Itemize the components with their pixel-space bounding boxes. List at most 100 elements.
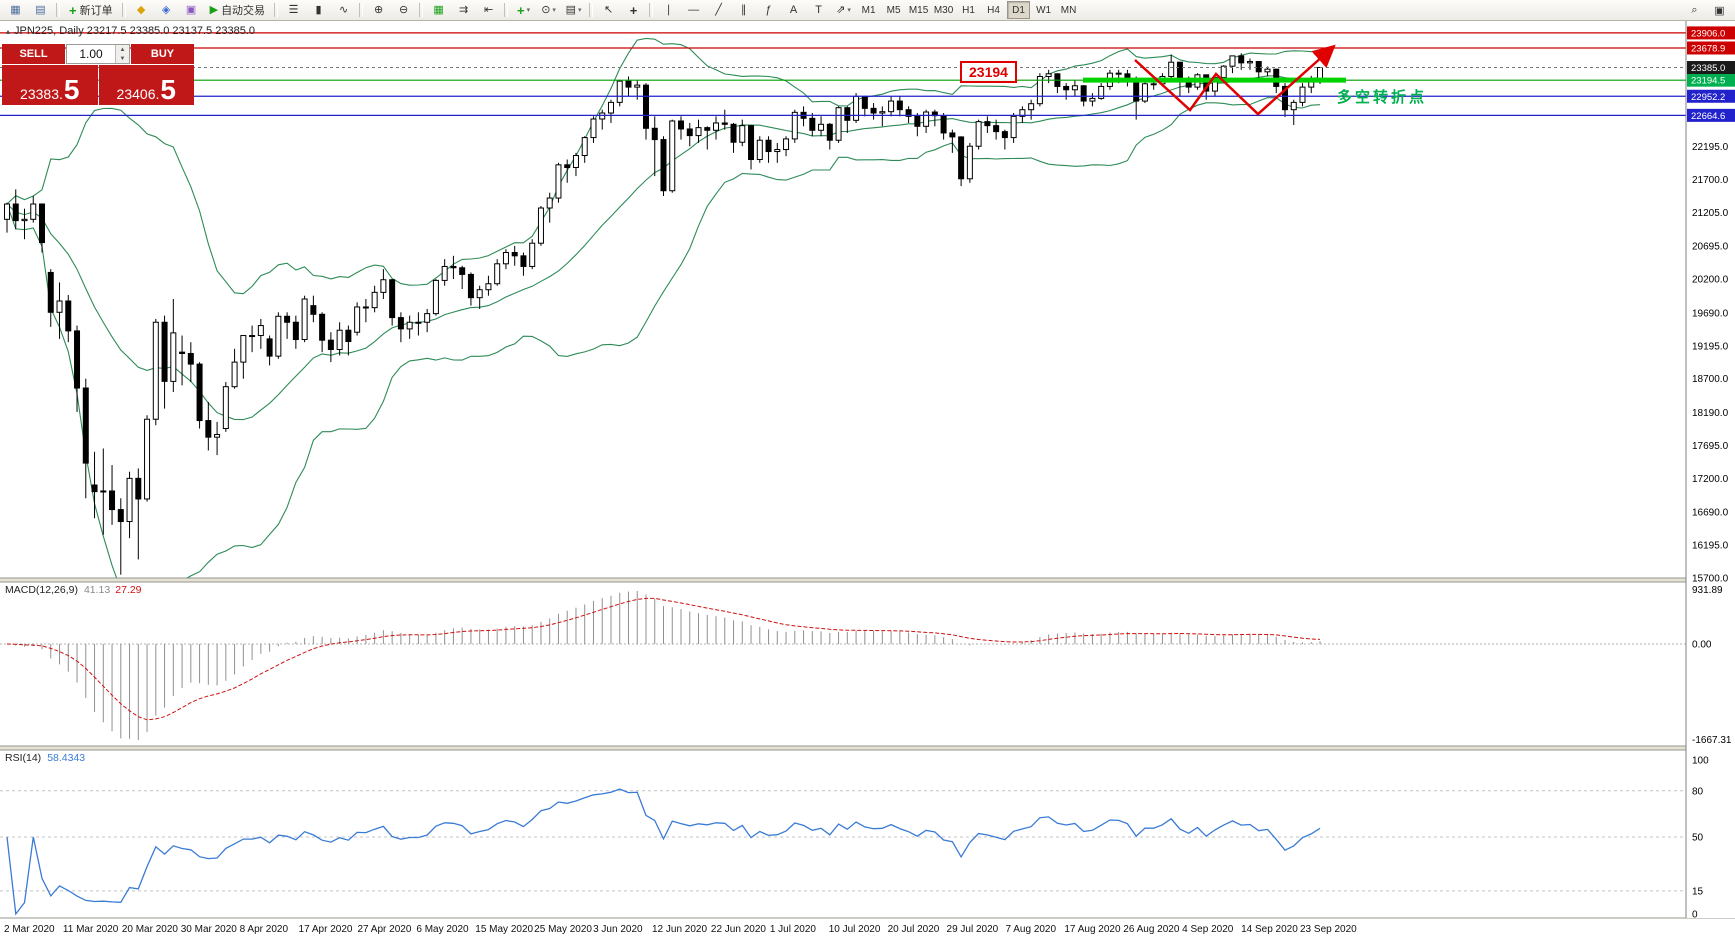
svg-text:8 Apr 2020: 8 Apr 2020 — [240, 924, 289, 935]
zoom-out-icon[interactable]: ⊖ — [398, 3, 409, 16]
timeframe-m1-button[interactable]: M1 — [861, 4, 876, 16]
svg-text:16690.0: 16690.0 — [1692, 508, 1729, 519]
svg-text:-1667.31: -1667.31 — [1692, 735, 1732, 746]
candlestick-chart-icon[interactable]: ▮ — [315, 3, 322, 16]
cursor-icon[interactable]: ↖ — [603, 3, 614, 16]
terminal-icon[interactable]: ▣ — [185, 3, 197, 16]
timeframe-d1-button[interactable]: D1 — [1007, 1, 1031, 19]
svg-text:0.00: 0.00 — [1692, 640, 1712, 651]
timeframe-m5-button[interactable]: M5 — [886, 4, 901, 16]
svg-text:21205.0: 21205.0 — [1692, 208, 1729, 219]
line-chart-icon[interactable]: ∿ — [338, 3, 349, 16]
chart-profiles-icon[interactable]: ▤ — [35, 3, 46, 16]
rsi-name: RSI(14) — [5, 752, 42, 764]
sell-price-box[interactable]: 23383. 5 — [2, 65, 98, 105]
lot-size-input[interactable]: 1.00 ▲ ▼ — [66, 44, 130, 64]
timeframe-w1-button[interactable]: W1 — [1036, 4, 1052, 16]
svg-text:16195.0: 16195.0 — [1692, 541, 1729, 552]
svg-text:22 Jun 2020: 22 Jun 2020 — [711, 924, 766, 935]
svg-text:29 Jul 2020: 29 Jul 2020 — [947, 924, 999, 935]
svg-text:15: 15 — [1692, 886, 1704, 897]
svg-text:931.89: 931.89 — [1692, 585, 1723, 596]
tile-windows-icon[interactable]: ▦ — [433, 3, 444, 16]
search-icon[interactable]: ⌕ — [1691, 3, 1698, 16]
sell-button[interactable]: SELL — [2, 44, 65, 64]
symbol-collapse-icon[interactable]: ▴ — [6, 26, 11, 36]
metaeditor-icon[interactable]: ◆ — [136, 3, 146, 16]
arrows-button[interactable]: ⇗ ▾ — [836, 3, 851, 16]
svg-text:20200.0: 20200.0 — [1692, 275, 1729, 286]
market-watch-icon[interactable]: ◈ — [161, 3, 171, 16]
autotrading-button[interactable]: ▶ 自动交易 — [209, 3, 266, 17]
rsi-value: 58.4343 — [47, 752, 86, 764]
auto-scroll-icon[interactable]: ⇉ — [458, 3, 469, 16]
buy-price-box[interactable]: 23406. 5 — [98, 65, 194, 105]
timeframe-m15-button[interactable]: M15 — [908, 4, 929, 16]
buy-price-main: 23406. — [116, 85, 160, 102]
bars-chart-icon[interactable]: ☰ — [288, 3, 299, 16]
vertical-line-icon[interactable]: ∣ — [665, 3, 672, 16]
fibonacci-icon[interactable]: ƒ — [765, 3, 772, 16]
svg-text:11 Mar 2020: 11 Mar 2020 — [63, 924, 119, 935]
new-chart-icon[interactable]: ▦ — [10, 3, 21, 16]
turning-point-note: 多空转折点 — [1337, 89, 1428, 106]
periods-button[interactable]: ⊙ ▾ — [541, 3, 556, 16]
svg-text:19195.0: 19195.0 — [1692, 341, 1729, 352]
svg-text:22195.0: 22195.0 — [1692, 142, 1729, 153]
toolbar-separator — [649, 3, 654, 17]
chart-shift-icon[interactable]: ⇤ — [483, 3, 494, 16]
text-label-icon[interactable]: T — [815, 3, 822, 16]
rsi-indicator-label: RSI(14) 58.4343 — [5, 752, 85, 764]
templates-button[interactable]: ▤ ▾ — [565, 3, 582, 16]
svg-text:20695.0: 20695.0 — [1692, 242, 1729, 253]
svg-text:1 Jul 2020: 1 Jul 2020 — [770, 924, 817, 935]
crosshair-icon[interactable]: + — [629, 2, 638, 18]
main-toolbar: ▦ ▤ + 新订单 ◆ ◈ ▣ ▶ 自动交易 ☰ ▮ ∿ ⊕ ⊖ ▦ ⇉ ⇤ + ▾ ⊙ ▾ ▤ ▾ ↖ + ∣ — ╱ ∥ ƒ A T ⇗ ▾ … — [0, 0, 1735, 21]
svg-text:15700.0: 15700.0 — [1692, 574, 1729, 585]
svg-text:17200.0: 17200.0 — [1692, 474, 1729, 485]
timeframe-h1-button[interactable]: H1 — [962, 4, 975, 16]
svg-text:2 Mar 2020: 2 Mar 2020 — [4, 924, 55, 935]
zoom-in-icon[interactable]: ⊕ — [373, 3, 384, 16]
svg-text:17 Aug 2020: 17 Aug 2020 — [1064, 924, 1121, 935]
macd-indicator-label: MACD(12,26,9) 41.13 27.29 — [5, 584, 142, 596]
chat-icon[interactable]: ▣ — [1714, 4, 1725, 17]
svg-text:22952.2: 22952.2 — [1691, 92, 1725, 103]
svg-text:23385.0: 23385.0 — [1691, 63, 1725, 74]
toolbar-items: ▦ ▤ + 新订单 ◆ ◈ ▣ ▶ 自动交易 ☰ ▮ ∿ ⊕ ⊖ ▦ ⇉ ⇤ + ▾ ⊙ ▾ ▤ ▾ ↖ + ∣ — ╱ ∥ ƒ A T ⇗ ▾ — [3, 0, 856, 20]
svg-text:3 Jun 2020: 3 Jun 2020 — [593, 924, 643, 935]
macd-name: MACD(12,26,9) — [5, 584, 78, 596]
svg-text:10 Jul 2020: 10 Jul 2020 — [829, 924, 881, 935]
svg-text:20 Jul 2020: 20 Jul 2020 — [888, 924, 940, 935]
timeframe-buttons: M1 M5 M15 M30 H1 H4 D1 W1 MN — [856, 0, 1081, 20]
svg-text:6 May 2020: 6 May 2020 — [416, 924, 469, 935]
new-order-button[interactable]: + 新订单 — [69, 2, 113, 18]
horizontal-line-icon[interactable]: — — [688, 3, 700, 16]
svg-text:0: 0 — [1692, 910, 1698, 921]
macd-value-signal: 27.29 — [115, 584, 142, 596]
svg-text:18190.0: 18190.0 — [1692, 408, 1729, 419]
svg-text:22664.6: 22664.6 — [1691, 111, 1725, 122]
svg-text:23 Sep 2020: 23 Sep 2020 — [1300, 924, 1357, 935]
lot-down-button[interactable]: ▼ — [116, 54, 129, 63]
timeframe-mn-button[interactable]: MN — [1060, 4, 1077, 16]
lot-size-value[interactable]: 1.00 — [79, 47, 103, 61]
text-icon[interactable]: A — [789, 3, 798, 16]
toolbar-separator — [56, 3, 60, 17]
timeframe-h4-button[interactable]: H4 — [987, 4, 1000, 16]
svg-text:21700.0: 21700.0 — [1692, 175, 1729, 186]
trendline-icon[interactable]: ╱ — [715, 3, 722, 16]
svg-text:26 Aug 2020: 26 Aug 2020 — [1123, 924, 1180, 935]
svg-text:4 Sep 2020: 4 Sep 2020 — [1182, 924, 1234, 935]
equidistant-channel-icon[interactable]: ∥ — [740, 3, 747, 16]
symbol-info: ▴ JPN225, Daily 23217.5 23385.0 23137.5 … — [6, 25, 255, 37]
svg-text:25 May 2020: 25 May 2020 — [534, 924, 592, 935]
buy-button[interactable]: BUY — [131, 44, 194, 64]
indicators-button[interactable]: + ▾ — [517, 2, 531, 18]
lot-up-button[interactable]: ▲ — [116, 45, 129, 54]
svg-text:18700.0: 18700.0 — [1692, 374, 1729, 385]
timeframe-m30-button[interactable]: M30 — [933, 4, 954, 16]
svg-text:80: 80 — [1692, 786, 1704, 797]
